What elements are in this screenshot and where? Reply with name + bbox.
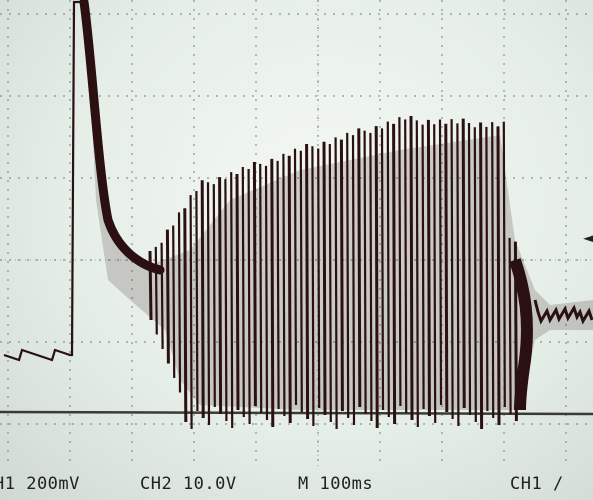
trace-oscillation-spike [189, 195, 193, 430]
trace-oscillation-spike [346, 132, 350, 419]
trace-oscillation-spike [172, 225, 176, 379]
timebase-readout: M 100ms [298, 474, 374, 494]
trace-oscillation-spike [252, 161, 257, 407]
trace-oscillation-spike [328, 144, 332, 423]
trace-oscillation-spike [386, 121, 390, 418]
trace-oscillation-spike [491, 122, 495, 419]
trace-oscillation-spike [461, 118, 466, 409]
trace-oscillation-spike [270, 158, 275, 428]
trace-oscillation-spike [276, 160, 280, 410]
trace-oscillation-spike [230, 172, 234, 429]
trace-oscillation-spike [322, 141, 327, 416]
trace-pre-trigger [3, 0, 86, 362]
trace-oscillation-spike [438, 119, 443, 406]
trace-oscillation-spike [311, 146, 315, 427]
trace-oscillation-spike [496, 126, 501, 426]
trace-oscillation-spike [357, 128, 362, 408]
trace-oscillation-spike [398, 117, 402, 407]
trace-oscillation-spike [467, 122, 472, 416]
trace-oscillation-spike [426, 119, 431, 417]
trace-oscillation-spike [380, 128, 385, 411]
trace-oscillation-spike [218, 177, 223, 415]
trace-oscillation-spike [224, 179, 228, 422]
trace-oscillation-spike [502, 121, 506, 408]
trace-oscillation-spike [404, 119, 408, 414]
waveform-trace [3, 0, 593, 430]
ch1-scale-readout: H1 200mV [0, 474, 80, 494]
trace-oscillation-spike [444, 123, 449, 413]
trace-oscillation-spike [363, 130, 367, 415]
trace-decay [79, 0, 165, 275]
trace-oscillation-spike [160, 242, 164, 350]
trace-oscillation-spike [195, 191, 199, 412]
arrow-left-icon: ◄ [583, 225, 593, 249]
trace-oscillation-spike [374, 126, 379, 429]
trace-oscillation-spike [421, 124, 425, 410]
trace-oscillation-spike [293, 148, 298, 406]
trace-oscillation-spike [409, 116, 414, 421]
trace-oscillation-spike [282, 153, 286, 417]
trace-oscillation-spike [235, 174, 240, 411]
trace-oscillation-spike [456, 123, 460, 427]
trace-oscillation-spike [339, 139, 344, 412]
trace-oscillation-spike [241, 167, 245, 418]
trace-oscillation-spike [392, 123, 397, 425]
trace-oscillation-spike [206, 182, 211, 426]
trace-oscillation-spike [183, 208, 188, 423]
trigger-source-readout: CH1 / [510, 474, 564, 494]
trace-oscillation-spike [369, 132, 373, 422]
trace-oscillation-spike [165, 229, 170, 364]
trace-post-burst-noise [533, 299, 593, 325]
trace-oscillation-spike [247, 168, 251, 425]
ground-reference-line [0, 410, 593, 416]
trace-oscillation-spike [287, 155, 292, 424]
trace-oscillation-spike [148, 250, 153, 321]
trace-oscillation-spike [212, 184, 216, 408]
trace-envelope [86, 2, 593, 410]
trace-oscillation-spike [485, 126, 489, 412]
trace-oscillation-spike [415, 120, 419, 428]
trace-oscillation-spike [299, 150, 303, 413]
trace-oscillation-spike [154, 246, 158, 335]
trace-oscillation-spike [473, 127, 477, 423]
trace-oscillation-spike [317, 148, 321, 409]
status-bar: H1 200mV CH2 10.0V M 100ms CH1 / [0, 468, 593, 500]
trace-oscillation-spike [177, 212, 182, 393]
trace-burst-end [509, 258, 533, 411]
trace-oscillation-spike [259, 163, 263, 414]
trace-oscillation-spike [450, 119, 454, 420]
ch2-scale-readout: CH2 10.0V [140, 474, 237, 494]
trace-oscillation-spike [351, 135, 356, 426]
trace-oscillation-spike [305, 144, 310, 420]
trace-oscillation-spike [200, 180, 205, 419]
trace-oscillation-spike [264, 165, 269, 421]
trace-oscillation-spike [433, 124, 437, 424]
trace-oscillation-spike [334, 137, 338, 430]
trace-oscillation-spike [479, 122, 484, 430]
trace-oscillation-spike [508, 237, 512, 415]
